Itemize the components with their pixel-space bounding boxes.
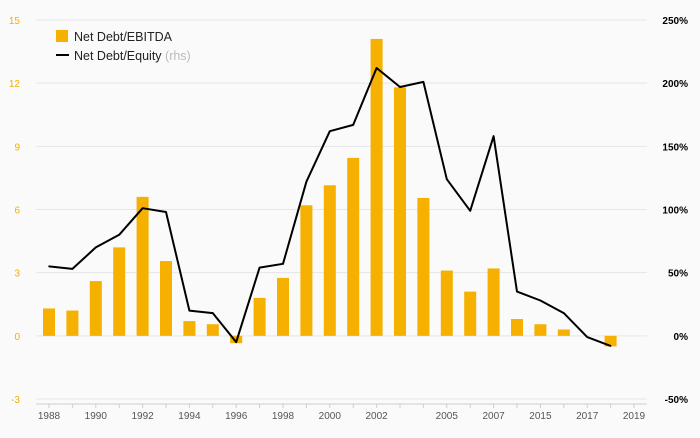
line-point [446,178,448,180]
legend-swatch-net-debt-ebitda [56,30,68,42]
x-axis-tick-label: 2017 [576,411,599,422]
line-point [469,209,472,212]
right-axis-tick-label: 200% [662,79,688,90]
bar [323,185,336,336]
left-axis-tick-label: 0 [14,332,20,343]
x-axis-tick-label: 2019 [623,411,646,422]
bar [66,310,79,336]
line-point [118,233,120,236]
line-point [48,265,50,268]
line-point [352,124,355,126]
grid-lines [36,19,647,400]
x-axis: 1988 1990 1992 1994 1996 1998 2000 2002 2005 2007… [36,403,647,422]
bar [89,281,102,336]
line-point [399,86,401,88]
line-series-net-debt-equity [48,67,612,347]
line-point [258,266,261,269]
right-y-axis: -50% 0% 50% 100% 150% 200% 250% [662,16,688,406]
line-point [375,67,378,69]
legend-label-net-debt-ebitda: Net Debt/EBITDA [74,30,173,44]
x-axis-tick-label: 2002 [365,411,388,422]
line-point [563,312,565,314]
bar [113,247,126,336]
x-axis-tick-label: 1998 [272,411,295,422]
bar [511,318,523,336]
x-axis-tick-label: 2000 [319,411,342,422]
legend-series-suffix: (rhs) [165,49,191,63]
bar [487,268,500,336]
line-point [516,290,518,293]
line-point [71,268,74,270]
line-point [609,345,612,347]
right-axis-tick-label: 250% [662,16,688,27]
x-axis-tick-label: 2007 [482,411,505,422]
bar [417,197,430,336]
line-point [165,211,167,213]
bar [464,291,477,336]
left-axis-tick-label: 9 [14,142,20,153]
legend-series-name: Net Debt/Equity [74,49,162,63]
bar [394,87,406,336]
x-axis-tick-label: 1996 [225,411,248,422]
line-point [141,207,144,210]
x-axis-tick-label: 1990 [85,411,108,422]
bar [160,261,172,336]
x-axis-tick-label: 2005 [436,411,459,422]
left-axis-tick-label: 6 [14,206,20,217]
x-axis-tick-label: 1992 [131,411,154,422]
bar [206,324,219,336]
line-point [188,309,191,312]
left-axis-tick-label: 12 [9,79,21,90]
line-point [492,135,495,138]
line-point [422,81,425,83]
x-axis-tick-label: 2015 [529,411,552,422]
line-point [212,312,214,314]
bar [253,297,266,336]
right-axis-tick-label: 150% [662,142,688,153]
bar [440,270,453,336]
left-axis-tick-label: -3 [11,395,20,406]
legend: Net Debt/EBITDA Net Debt/Equity (rhs) [56,30,191,63]
right-axis-tick-label: 50% [668,269,688,280]
right-axis-tick-label: 100% [662,206,688,217]
bar [300,205,313,336]
bar [557,329,570,336]
bar [604,335,617,347]
legend-label-net-debt-equity: Net Debt/Equity (rhs) [74,49,191,63]
bar [370,38,383,336]
bar [347,157,360,336]
line-point [95,246,97,249]
line-point [282,263,284,265]
line-point [539,299,542,302]
bar [183,321,196,336]
right-axis-tick-label: -50% [665,395,688,406]
bar-series-net-debt-ebitda [43,38,617,347]
left-y-axis: -3 0 3 6 9 12 15 [9,16,21,406]
left-axis-tick-label: 3 [14,269,20,280]
bar [277,277,289,336]
line-point [329,130,331,132]
right-axis-tick-label: 0% [674,332,689,343]
bar [136,196,149,336]
left-axis-tick-label: 15 [9,16,21,27]
line-point [586,336,588,338]
bar [534,324,547,336]
bar [43,308,55,336]
x-axis-tick-label: 1994 [178,411,201,422]
x-axis-tick-label: 1988 [38,411,61,422]
line-point [235,341,237,343]
line-point [305,180,308,183]
